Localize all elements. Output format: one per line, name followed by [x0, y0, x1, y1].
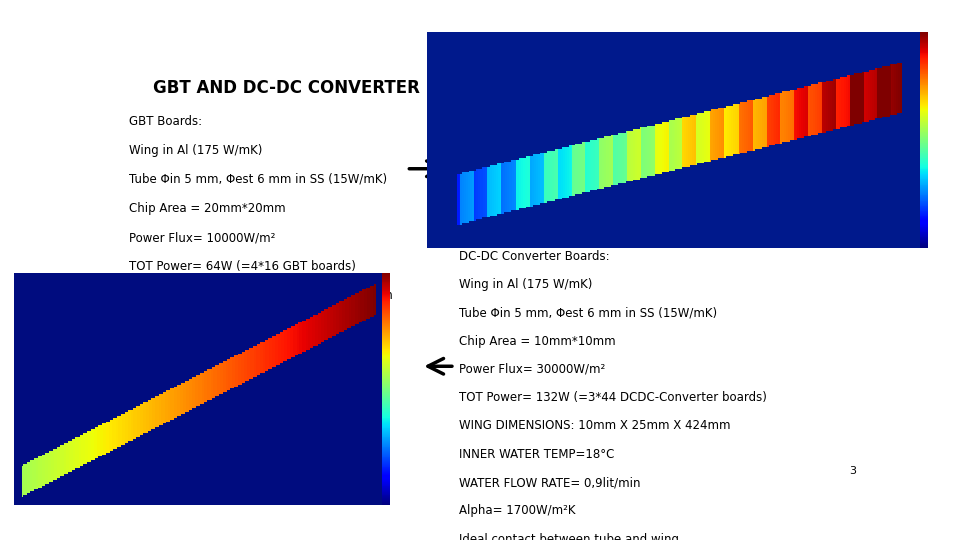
- Text: WING DIMENSIONS: 10mm X 25mm X 424mm: WING DIMENSIONS: 10mm X 25mm X 424mm: [459, 420, 730, 433]
- Text: INNER WATER TEMP=18°C: INNER WATER TEMP=18°C: [129, 319, 284, 332]
- Text: Tube Φin 5 mm, Φest 6 mm in SS (15W/mK): Tube Φin 5 mm, Φest 6 mm in SS (15W/mK): [459, 306, 717, 319]
- Text: Alpha= 1700W/m²K: Alpha= 1700W/m²K: [459, 504, 575, 517]
- Text: WATER FLOW RATE= 0,9lit/min: WATER FLOW RATE= 0,9lit/min: [129, 348, 310, 361]
- Text: Alpha= 1700W/m²K: Alpha= 1700W/m²K: [129, 377, 246, 390]
- Text: Ideal contact between tube and wing: Ideal contact between tube and wing: [459, 532, 679, 540]
- Text: Chip Area = 10mm*10mm: Chip Area = 10mm*10mm: [459, 335, 615, 348]
- Text: TOT Power= 132W (=3*44 DCDC-Converter boards): TOT Power= 132W (=3*44 DCDC-Converter bo…: [459, 391, 766, 404]
- Text: Wing in Al (175 W/mK): Wing in Al (175 W/mK): [459, 278, 592, 291]
- Text: Glue layers neglected: Glue layers neglected: [129, 435, 258, 448]
- Text: 3: 3: [850, 467, 856, 476]
- Text: TOT Power= 64W (=4*16 GBT boards): TOT Power= 64W (=4*16 GBT boards): [129, 260, 356, 273]
- Text: Ideal contact between tube and wing: Ideal contact between tube and wing: [129, 406, 348, 419]
- Text: GBT AND DC-DC CONVERTER BOARDS PRELIMINARY THERMAL ANALYSES: GBT AND DC-DC CONVERTER BOARDS PRELIMINA…: [153, 79, 831, 97]
- Text: Power Flux= 30000W/m²: Power Flux= 30000W/m²: [459, 363, 605, 376]
- Text: DC-DC Converter Boards:: DC-DC Converter Boards:: [459, 250, 610, 263]
- Text: WING DIMENSIONS: 12mm X30mm X780mm: WING DIMENSIONS: 12mm X30mm X780mm: [129, 289, 393, 302]
- Text: Tube Φin 5 mm, Φest 6 mm in SS (15W/mK): Tube Φin 5 mm, Φest 6 mm in SS (15W/mK): [129, 173, 387, 186]
- Text: Power Flux= 10000W/m²: Power Flux= 10000W/m²: [129, 231, 276, 244]
- Text: GBT Boards:: GBT Boards:: [129, 114, 202, 127]
- Text: WATER FLOW RATE= 0,9lit/min: WATER FLOW RATE= 0,9lit/min: [459, 476, 640, 489]
- Text: INNER WATER TEMP=18°C: INNER WATER TEMP=18°C: [459, 448, 613, 461]
- Text: Chip Area = 20mm*20mm: Chip Area = 20mm*20mm: [129, 202, 285, 215]
- Text: Wing in Al (175 W/mK): Wing in Al (175 W/mK): [129, 144, 262, 157]
- Text: S.COLI - DEC 2014: S.COLI - DEC 2014: [128, 467, 230, 476]
